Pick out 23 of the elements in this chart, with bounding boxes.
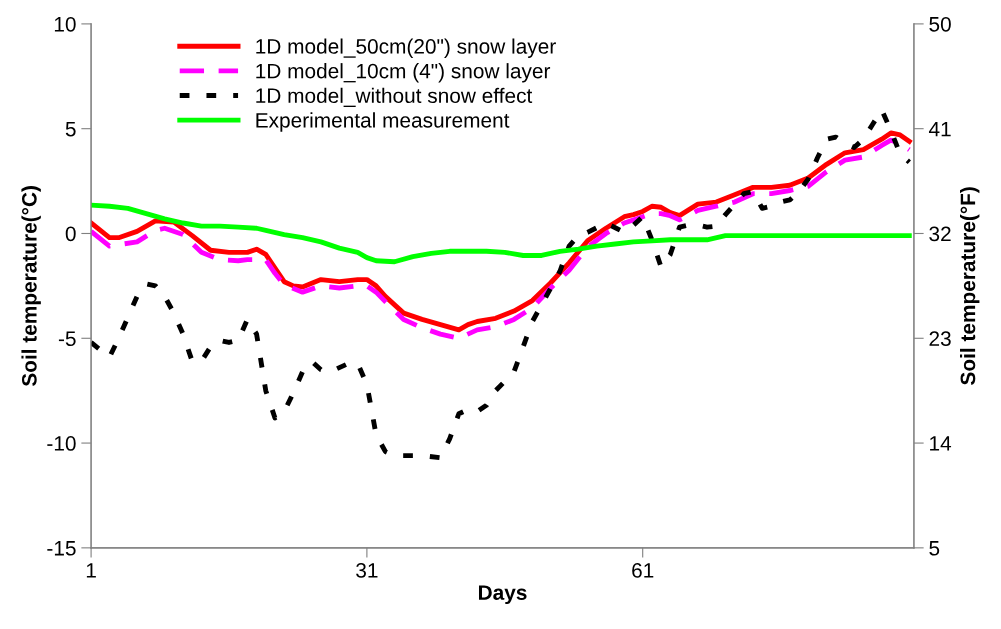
y2-tick-label: 32 [929,226,951,242]
legend-label: 1D model_50cm(20") snow layer [256,38,556,58]
y2-tick-label: 50 [929,16,951,32]
y-tick-label: 10 [54,16,76,32]
legend-label: Experimental measurement [256,112,510,132]
y-tick-label: -5 [58,331,76,347]
line-series [91,202,912,265]
x-tick-label: 61 [632,562,654,578]
y-tick-label: -10 [47,436,76,451]
y2-tick-label: 14 [930,436,952,451]
x-tick-label: 1 [86,563,96,578]
y-tick-label: -15 [47,541,76,556]
y2-axis-title: Soil temperature(°F) [960,187,980,385]
legend-label: 1D model_10cm (4") snow layer [256,63,551,83]
y2-tick-label: 23 [929,331,951,347]
legend-label: 1D model_without snow effect [256,87,533,107]
y-axis-title: Soil temperature(°C) [21,186,41,387]
y-tick-label: 0 [65,226,76,242]
x-axis-title: Days [478,585,527,605]
x-tick-label: 31 [356,562,378,578]
y2-tick-label: 41 [928,121,951,137]
y-tick-label: 5 [65,121,76,137]
y2-tick-label: 5 [929,541,940,556]
